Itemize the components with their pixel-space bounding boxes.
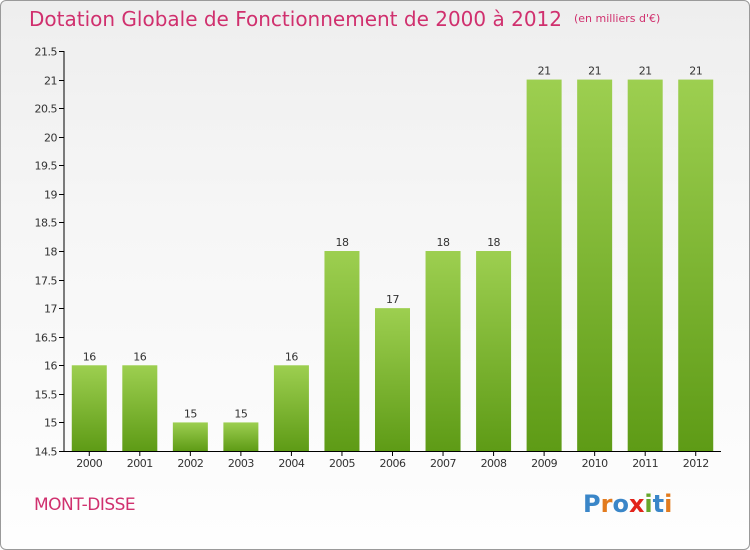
y-tick-label: 21	[44, 75, 57, 88]
bar-2004	[273, 365, 309, 451]
x-tick-label: 2006	[380, 457, 406, 470]
x-tick-label: 2011	[632, 457, 658, 470]
y-tick-label: 15	[44, 417, 57, 430]
data-label: 21	[538, 65, 551, 78]
data-label: 17	[386, 293, 399, 306]
bar-2000	[71, 365, 107, 451]
x-tick-label: 2008	[481, 457, 507, 470]
y-tick-label: 17	[44, 303, 57, 316]
bar-2007	[425, 251, 461, 451]
data-label: 18	[437, 236, 450, 249]
bar-2005	[324, 251, 360, 451]
data-label: 16	[83, 350, 96, 363]
logo-letter: i	[644, 490, 653, 518]
data-label: 21	[639, 65, 652, 78]
data-label: 15	[234, 407, 247, 420]
x-axis: 2000 2001 2002 2003 2004 2005 2006 2007 2008 2009…	[64, 451, 721, 470]
bars: 16 16 15 15 16 18 17 18 18 21 21 21 21	[71, 65, 714, 452]
y-tick-label: 20.5	[35, 103, 58, 116]
chart-title-text: Dotation Globale de Fonctionnement de 20…	[29, 7, 562, 31]
y-tick-label: 21.5	[35, 46, 58, 59]
data-label: 18	[335, 236, 348, 249]
logo-letter: P	[583, 490, 601, 518]
x-tick-label: 2002	[177, 457, 203, 470]
logo-letter: x	[628, 490, 645, 518]
x-tick-label: 2000	[76, 457, 102, 470]
data-label: 18	[487, 236, 500, 249]
unit-note: (en milliers d'€)	[574, 12, 661, 25]
x-tick-label: 2004	[278, 457, 304, 470]
bar-2010	[577, 79, 613, 452]
y-axis: 14.5 15 15.5 16 16.5 17 17.5 18 18.5 19 19.5 20 20.5…	[35, 46, 65, 459]
y-tick-label: 14.5	[35, 446, 58, 459]
chart-title: Dotation Globale de Fonctionnement de 20…	[29, 7, 660, 31]
data-label: 21	[689, 65, 702, 78]
logo-letter: t	[652, 490, 665, 518]
y-tick-label: 20	[44, 132, 57, 145]
y-tick-label: 19.5	[35, 160, 58, 173]
logo-letter: o	[612, 490, 629, 518]
x-tick-label: 2009	[531, 457, 557, 470]
data-label: 16	[133, 350, 146, 363]
data-label: 16	[285, 350, 298, 363]
bar-2009	[526, 79, 562, 452]
data-label: 15	[184, 407, 197, 420]
x-tick-label: 2010	[582, 457, 608, 470]
data-label: 21	[588, 65, 601, 78]
y-tick-label: 17.5	[35, 275, 58, 288]
bar-2011	[627, 79, 663, 452]
x-tick-label: 2001	[127, 457, 153, 470]
y-tick-label: 18	[44, 246, 57, 259]
bar-2002	[172, 422, 208, 451]
bar-2001	[122, 365, 158, 451]
bar-2012	[678, 79, 714, 452]
proxiti-logo[interactable]: Proxiti	[583, 490, 672, 518]
commune-name: MONT-DISSE	[34, 495, 136, 515]
y-tick-label: 19	[44, 189, 57, 202]
x-tick-label: 2003	[228, 457, 254, 470]
y-tick-label: 16.5	[35, 332, 58, 345]
y-tick-label: 15.5	[35, 389, 58, 402]
y-tick-label: 16	[44, 360, 57, 373]
bar-2006	[375, 308, 410, 451]
x-tick-label: 2005	[329, 457, 355, 470]
bar-2003	[223, 422, 259, 451]
x-tick-label: 2012	[683, 457, 709, 470]
logo-letter: i	[664, 490, 673, 518]
y-tick-label: 18.5	[35, 217, 58, 230]
bar-2008	[476, 251, 512, 451]
x-tick-label: 2007	[430, 457, 456, 470]
logo-letter: r	[600, 490, 613, 518]
